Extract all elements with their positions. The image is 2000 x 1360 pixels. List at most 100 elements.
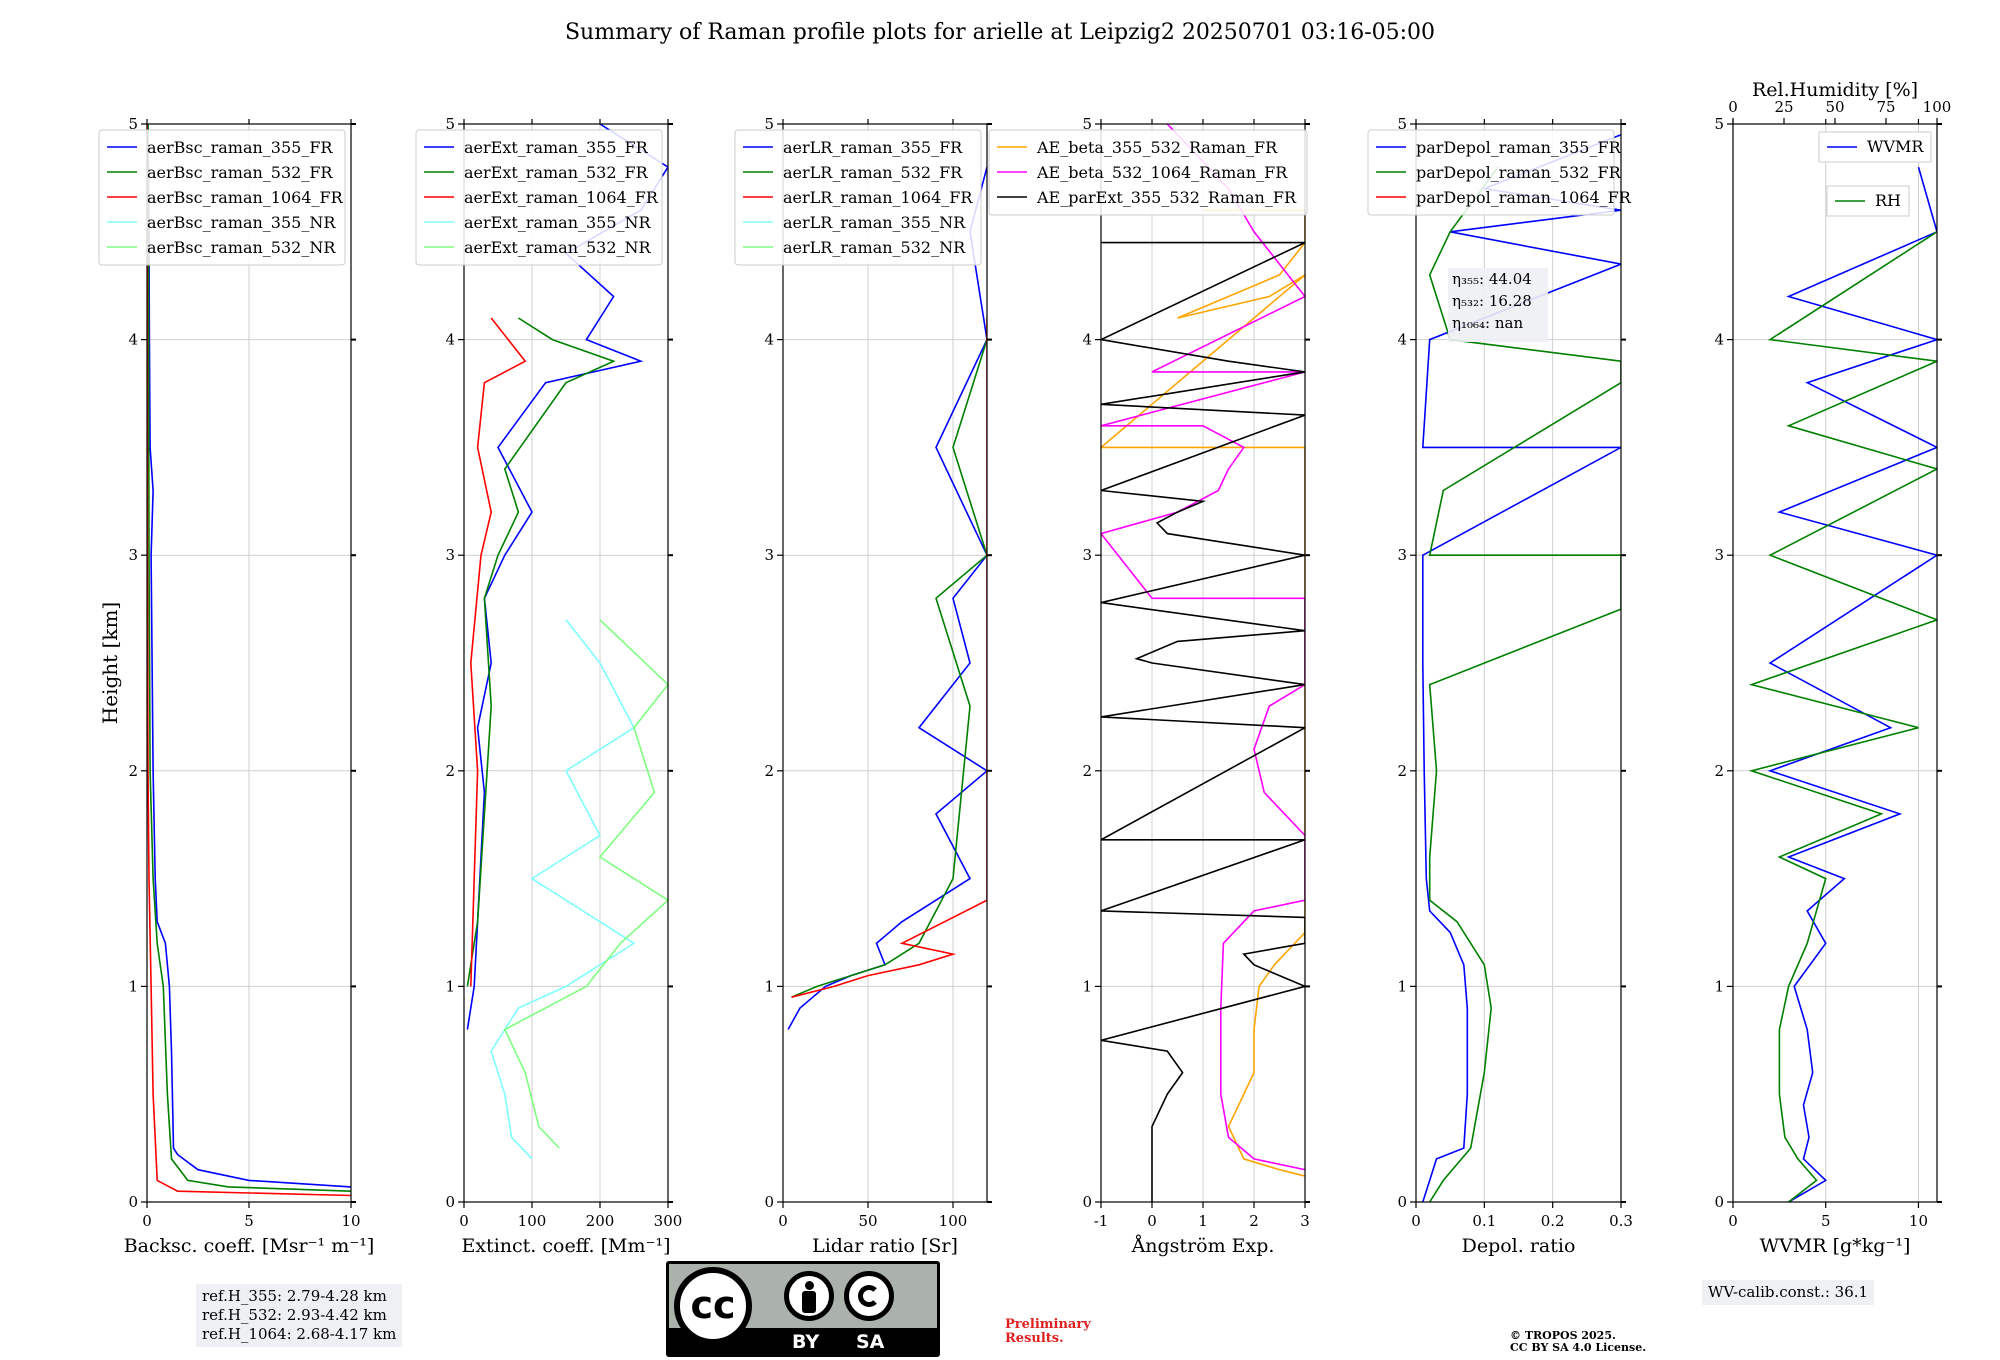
panel-3: 0 50 100 0 1 2 3 4 5 Lidar ratio [Sr] aerLR_raman_…: [734, 115, 992, 1257]
y-tick-label: 4: [1397, 331, 1407, 349]
panel-5: 0 0.1 0.2 0.3 0 1 2 3 4 5 Depol. ratio parDepol_ram…: [1367, 115, 1633, 1257]
y-tick-label: 2: [445, 762, 455, 780]
figure-title: Summary of Raman profile plots for ariel…: [564, 20, 1436, 45]
y-tick-label: 5: [128, 115, 138, 133]
series-line-AE_beta_532_1064_Raman_FR: [1101, 124, 1305, 1171]
y-tick-label: 5: [1082, 115, 1092, 133]
copyright-line-2: CC BY SA 4.0 License.: [1510, 1341, 1647, 1354]
x2-tick-label: 50: [1825, 98, 1844, 116]
series-line-aerBsc_raman_355_FR: [147, 124, 351, 1188]
y-tick-label: 5: [764, 115, 774, 133]
series-line-parDepol_raman_355_FR: [1421, 134, 1621, 1202]
wv-calibration-box: WV-calib.const.: 36.1: [1702, 1280, 1875, 1305]
legend-label: aerExt_raman_355_NR: [464, 213, 652, 232]
series-line-RH: [1748, 231, 1937, 1202]
series-line-parDepol_raman_532_FR: [1428, 166, 1621, 1202]
depol-calibration-annotation: η₃₅₅: 44.04: [1452, 270, 1532, 288]
y-tick-label: 0: [1714, 1193, 1724, 1211]
y-tick-label: 0: [1397, 1193, 1407, 1211]
y-tick-label: 3: [445, 546, 455, 564]
x-tick-label: 1: [1198, 1212, 1208, 1230]
legend-label: aerExt_raman_1064_FR: [464, 188, 659, 207]
x2-tick-label: 0: [1728, 98, 1738, 116]
ref-height-1064: ref.H_1064: 2.68-4.17 km: [202, 1325, 397, 1343]
x-axis-label: WVMR [g*kg⁻¹]: [1760, 1235, 1911, 1257]
x2-tick-label: 25: [1774, 98, 1793, 116]
x-axis-label: Lidar ratio [Sr]: [812, 1235, 958, 1257]
legend-label: WVMR: [1867, 137, 1924, 156]
y-tick-label: 3: [1714, 546, 1724, 564]
copyright-line-1: © TROPOS 2025.: [1510, 1329, 1616, 1342]
x-tick-label: 100: [518, 1212, 547, 1230]
legend-label: aerLR_raman_355_FR: [783, 138, 963, 157]
legend-label: aerBsc_raman_355_FR: [147, 138, 333, 157]
series-line-WVMR: [1767, 166, 1937, 1202]
panel-2: 0 100 200 300 0 1 2 3 4 5 Extinct. coeff. [Mm⁻¹] ae…: [415, 115, 682, 1257]
legend-label: RH: [1875, 191, 1901, 210]
preliminary-results-note: Preliminary Results.: [1005, 1318, 1091, 1346]
x-tick-label: -1: [1094, 1212, 1109, 1230]
y-tick-label: 1: [764, 977, 774, 995]
legend-label: aerLR_raman_355_NR: [783, 213, 966, 232]
series-line-aerExt_raman_355_NR: [490, 619, 636, 1160]
y-tick-label: 1: [1714, 977, 1724, 995]
prelim-line-2: Results.: [1005, 1331, 1064, 1346]
y-tick-label: 0: [1082, 1193, 1092, 1211]
y-tick-label: 4: [128, 331, 138, 349]
y-tick-label: 0: [128, 1193, 138, 1211]
annotation-box: [1448, 268, 1548, 342]
series-line-aerLR_raman_355_FR: [787, 166, 987, 1030]
cc-license-logo: cc BY SA: [666, 1261, 940, 1357]
x-tick-label: 0.3: [1609, 1212, 1633, 1230]
legend-label: parDepol_raman_532_FR: [1416, 163, 1622, 182]
legend-label: parDepol_raman_1064_FR: [1416, 188, 1632, 207]
series-line-aerLR_raman_1064_FR: [791, 318, 987, 998]
x-axis-label: Extinct. coeff. [Mm⁻¹]: [461, 1235, 670, 1257]
series-line-aerExt_raman_532_NR: [503, 619, 668, 1149]
legend-box: [415, 129, 663, 266]
y-tick-label: 1: [445, 977, 455, 995]
x-axis-label: Ångström Exp.: [1131, 1235, 1275, 1257]
y-tick-label: 4: [445, 331, 455, 349]
legend-label: aerExt_raman_532_NR: [464, 238, 652, 257]
axes-frame: [1732, 123, 1938, 1203]
y-tick-label: 3: [764, 546, 774, 564]
series-line-aerExt_raman_532_FR: [466, 317, 616, 987]
y-tick-label: 1: [1397, 977, 1407, 995]
series-line-aerExt_raman_1064_FR: [469, 317, 527, 987]
legend-label: aerBsc_raman_532_NR: [147, 238, 336, 257]
y-tick-label: 4: [1714, 331, 1724, 349]
copyright-note: © TROPOS 2025. CC BY SA 4.0 License.: [1510, 1330, 1646, 1354]
x-tick-label: 2: [1249, 1212, 1259, 1230]
y-tick-label: 2: [1397, 762, 1407, 780]
y-tick-label: 5: [1397, 115, 1407, 133]
y-tick-label: 2: [1082, 762, 1092, 780]
legend-box: [734, 129, 982, 266]
series-line-aerLR_raman_532_FR: [791, 339, 987, 998]
x-tick-label: 0: [459, 1212, 469, 1230]
wv-calib-text: WV-calib.const.: 36.1: [1708, 1283, 1869, 1301]
attribution-person-icon: [784, 1271, 834, 1321]
y-tick-label: 2: [128, 762, 138, 780]
x-tick-label: 50: [858, 1212, 877, 1230]
y-tick-label: 1: [128, 977, 138, 995]
legend-label: AE_beta_532_1064_Raman_FR: [1036, 163, 1288, 182]
x-tick-label: 10: [341, 1212, 360, 1230]
y-tick-label: 4: [1082, 331, 1092, 349]
series-line-aerBsc_raman_532_FR: [147, 124, 351, 1192]
license-sa-label: SA: [856, 1331, 885, 1353]
axes-frame: [782, 123, 988, 1203]
axes-frame: [1415, 123, 1622, 1203]
legend-label: aerBsc_raman_1064_FR: [147, 188, 344, 207]
x-tick-label: 200: [586, 1212, 615, 1230]
x-tick-label: 5: [1821, 1212, 1831, 1230]
y-tick-label: 3: [1397, 546, 1407, 564]
x-tick-label: 0: [1147, 1212, 1157, 1230]
depol-calibration-annotation: η₅₃₂: 16.28: [1452, 292, 1532, 310]
x-tick-label: 0.2: [1541, 1212, 1565, 1230]
legend-box: [988, 129, 1308, 216]
legend-label: AE_parExt_355_532_Raman_FR: [1036, 188, 1297, 207]
x-tick-label: 0: [778, 1212, 788, 1230]
depol-calibration-annotation: η₁₀₆₄: nan: [1452, 314, 1523, 332]
y-tick-label: 3: [1082, 546, 1092, 564]
